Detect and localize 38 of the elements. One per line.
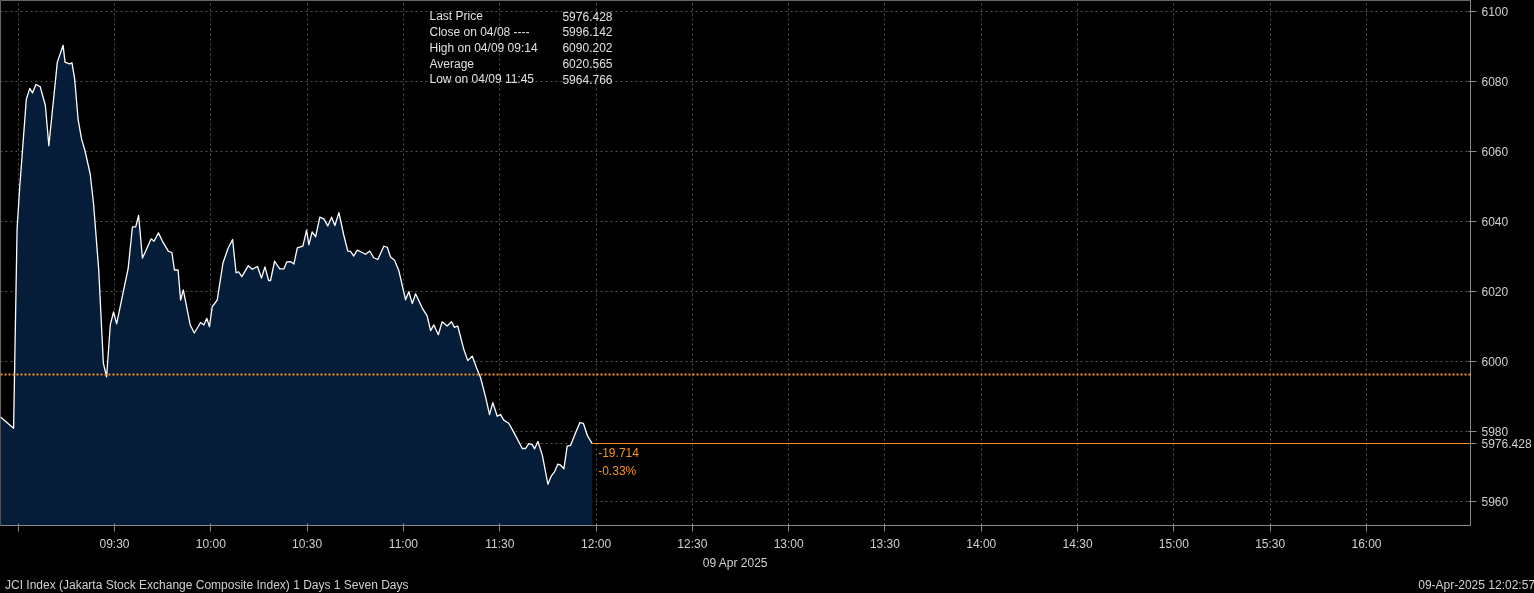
- y-tick-label: 5976.428: [1481, 437, 1532, 451]
- y-tick-label: 6000: [1481, 354, 1509, 369]
- x-tick-label: 16:00: [1351, 536, 1382, 551]
- x-axis-title: 09 Apr 2025: [702, 555, 768, 570]
- text: JCI Index (Jakarta Stock Exchange Composite Index) 1 Days 1 Seven Days: [5, 577, 409, 593]
- annotation: Close on 04/08 ----: [429, 24, 530, 39]
- x-tick-label: 11:00: [388, 536, 419, 551]
- annotation: High on 04/09 09:14: [429, 40, 538, 55]
- x-tick-label: 14:00: [966, 536, 997, 551]
- x-tick-label: 13:00: [773, 536, 804, 551]
- annotation: Average: [429, 56, 475, 71]
- x-tick-label: 15:30: [1255, 536, 1286, 551]
- y-tick-label: 6020: [1481, 284, 1509, 299]
- annotation: 6090.202: [562, 41, 613, 56]
- x-tick-label: 12:00: [581, 536, 612, 551]
- annotation: Last Price: [429, 9, 484, 24]
- x-tick-label: 09:30: [99, 536, 130, 551]
- annotation: Low on 04/09 11:45: [429, 72, 535, 87]
- x-tick-label: 10:30: [292, 536, 323, 551]
- x-tick-label: 10:00: [195, 536, 227, 551]
- annotation: 5976.428: [562, 9, 613, 24]
- annotation: 5996.142: [562, 25, 613, 40]
- y-tick-label: 6060: [1481, 144, 1509, 159]
- annotation: 6020.565: [562, 57, 613, 72]
- x-tick-label: 12:30: [677, 536, 708, 551]
- annotation: 5964.766: [562, 72, 613, 87]
- x-tick-label: 11:30: [485, 536, 515, 551]
- annotation: -0.33%: [598, 463, 637, 478]
- y-tick-label: 5960: [1481, 494, 1509, 509]
- y-tick-label: 6040: [1481, 214, 1509, 229]
- x-tick-label: 15:00: [1158, 536, 1190, 551]
- y-tick-label: 6080: [1481, 74, 1509, 89]
- annotation: -19.714: [598, 445, 640, 460]
- y-tick-label: 6100: [1481, 4, 1509, 19]
- y-tick-label: 5980: [1481, 424, 1509, 439]
- x-tick-label: 13:30: [869, 536, 901, 551]
- x-tick-label: 14:30: [1062, 536, 1093, 551]
- text: 09-Apr-2025 12:02:57: [1418, 577, 1534, 593]
